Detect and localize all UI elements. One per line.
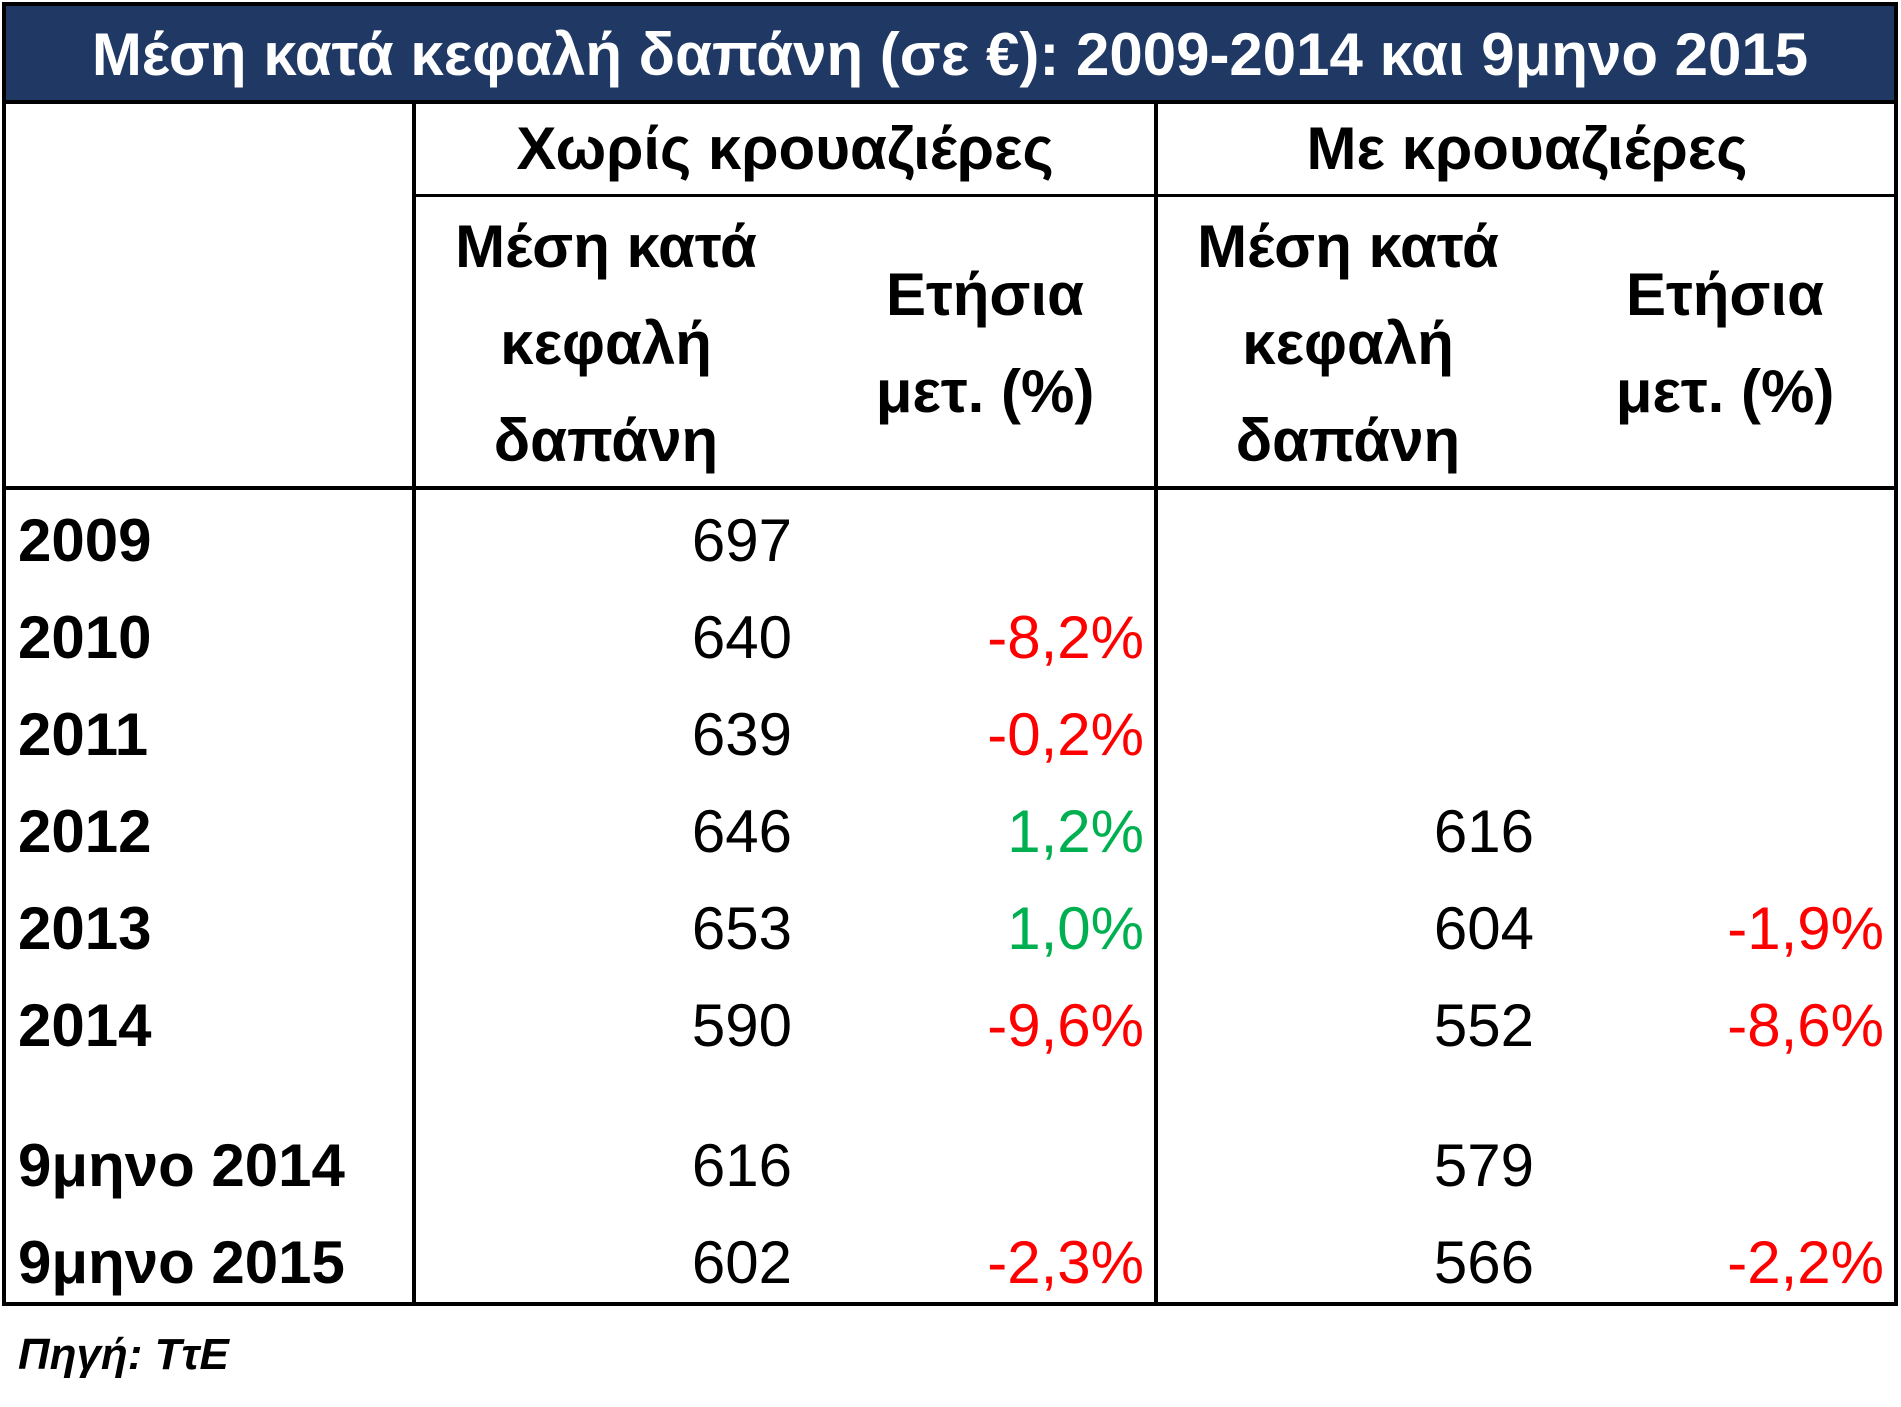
cell-spend-cruise: 616: [1433, 798, 1534, 865]
cell-spend-no-cruise: 602: [691, 1229, 792, 1296]
row-label: 2010: [18, 604, 152, 671]
subheader-change-cruise: Ετήσια μετ. (%): [1560, 200, 1890, 486]
subheader-line: Μέση κατά: [1197, 212, 1499, 280]
row-label: 9μηνο 2014: [18, 1132, 345, 1199]
row-label: 2011: [18, 701, 149, 768]
cell-change-no-cruise: -9,6%: [987, 992, 1144, 1059]
source-note: Πηγή: ΤτΕ: [18, 1330, 229, 1379]
subheader-line: κεφαλή: [500, 309, 712, 377]
cell-spend-no-cruise: 653: [691, 895, 792, 962]
table-title: Μέση κατά κεφαλή δαπάνη (σε €): 2009-201…: [6, 6, 1894, 102]
cell-change-no-cruise: 1,2%: [1007, 798, 1144, 865]
row-label: 2014: [18, 992, 152, 1059]
cell-spend-no-cruise: 616: [691, 1132, 792, 1199]
title-divider: [4, 100, 1896, 104]
cell-change-cruise: -8,6%: [1727, 992, 1884, 1059]
subheader-line: μετ. (%): [1615, 358, 1835, 425]
cell-spend-cruise: 604: [1433, 895, 1534, 962]
subheader-spend-cruise: Μέση κατά κεφαλή δαπάνη: [1158, 200, 1538, 486]
group-header-no-cruise: Χωρίς κρουαζιέρες: [516, 115, 1054, 182]
table-frame: [2, 2, 1898, 1306]
cell-spend-no-cruise: 639: [691, 701, 792, 768]
label-column-divider: [412, 102, 416, 1304]
cell-spend-cruise: 579: [1433, 1132, 1534, 1199]
row-label: 9μηνο 2015: [18, 1229, 345, 1296]
subheader-line: μετ. (%): [875, 358, 1095, 425]
cell-spend-no-cruise: 640: [691, 604, 792, 671]
subheader-spend-no-cruise: Μέση κατά κεφαλή δαπάνη: [416, 200, 796, 486]
cell-spend-cruise: 566: [1433, 1229, 1534, 1296]
row-label: 2013: [18, 895, 152, 962]
subheader-line: δαπάνη: [493, 406, 719, 474]
row-label: 2009: [18, 507, 152, 574]
subheader-line: Ετήσια: [1625, 261, 1825, 328]
subheader-line: δαπάνη: [1235, 406, 1461, 474]
subheader-line: Μέση κατά: [455, 212, 757, 280]
group-header-cruise: Με κρουαζιέρες: [1306, 115, 1748, 182]
subheader-line: κεφαλή: [1242, 309, 1454, 377]
cell-change-no-cruise: -2,3%: [987, 1229, 1144, 1296]
cell-spend-cruise: 552: [1433, 992, 1534, 1059]
row-label: 2012: [18, 798, 152, 865]
cell-change-no-cruise: 1,0%: [1007, 895, 1144, 962]
cell-change-no-cruise: -0,2%: [987, 701, 1144, 768]
cell-change-cruise: -1,9%: [1727, 895, 1884, 962]
cell-spend-no-cruise: 590: [691, 992, 792, 1059]
subheader-change-no-cruise: Ετήσια μετ. (%): [820, 200, 1150, 486]
cell-change-cruise: -2,2%: [1727, 1229, 1884, 1296]
header-body-divider: [4, 486, 1896, 490]
cell-change-no-cruise: -8,2%: [987, 604, 1144, 671]
subheader-line: Ετήσια: [885, 261, 1085, 328]
cell-spend-no-cruise: 646: [691, 798, 792, 865]
cell-spend-no-cruise: 697: [691, 507, 792, 574]
group-column-divider: [1154, 102, 1158, 1304]
